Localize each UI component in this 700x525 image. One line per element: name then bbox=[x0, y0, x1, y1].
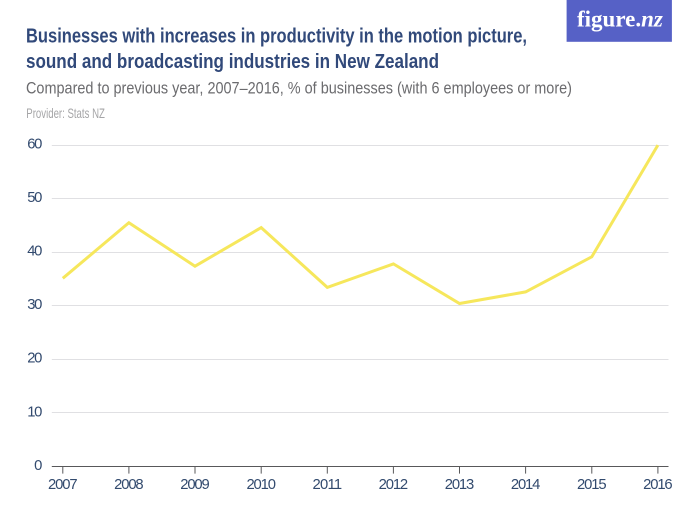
svg-text:2010: 2010 bbox=[246, 477, 276, 493]
svg-text:30: 30 bbox=[27, 297, 42, 313]
svg-text:2009: 2009 bbox=[180, 477, 210, 493]
svg-text:Compared to previous year, 200: Compared to previous year, 2007–2016, % … bbox=[26, 78, 572, 97]
svg-text:40: 40 bbox=[27, 244, 42, 260]
svg-text:Businesses with increases in p: Businesses with increases in productivit… bbox=[26, 26, 527, 48]
svg-text:2016: 2016 bbox=[643, 477, 673, 493]
svg-text:0: 0 bbox=[34, 458, 42, 474]
svg-text:60: 60 bbox=[27, 137, 42, 153]
svg-text:2015: 2015 bbox=[577, 477, 607, 493]
svg-text:Provider: Stats NZ: Provider: Stats NZ bbox=[26, 105, 105, 121]
svg-text:2013: 2013 bbox=[445, 477, 475, 493]
svg-text:50: 50 bbox=[27, 190, 42, 206]
svg-text:2014: 2014 bbox=[511, 477, 541, 493]
svg-text:2008: 2008 bbox=[114, 477, 144, 493]
svg-text:figure.nz: figure.nz bbox=[577, 7, 663, 32]
svg-text:2012: 2012 bbox=[379, 477, 409, 493]
svg-text:sound and broadcasting industr: sound and broadcasting industries in New… bbox=[26, 51, 439, 73]
svg-text:20: 20 bbox=[27, 351, 42, 367]
svg-text:2007: 2007 bbox=[48, 477, 78, 493]
svg-text:2011: 2011 bbox=[313, 477, 343, 493]
svg-text:10: 10 bbox=[27, 404, 42, 420]
